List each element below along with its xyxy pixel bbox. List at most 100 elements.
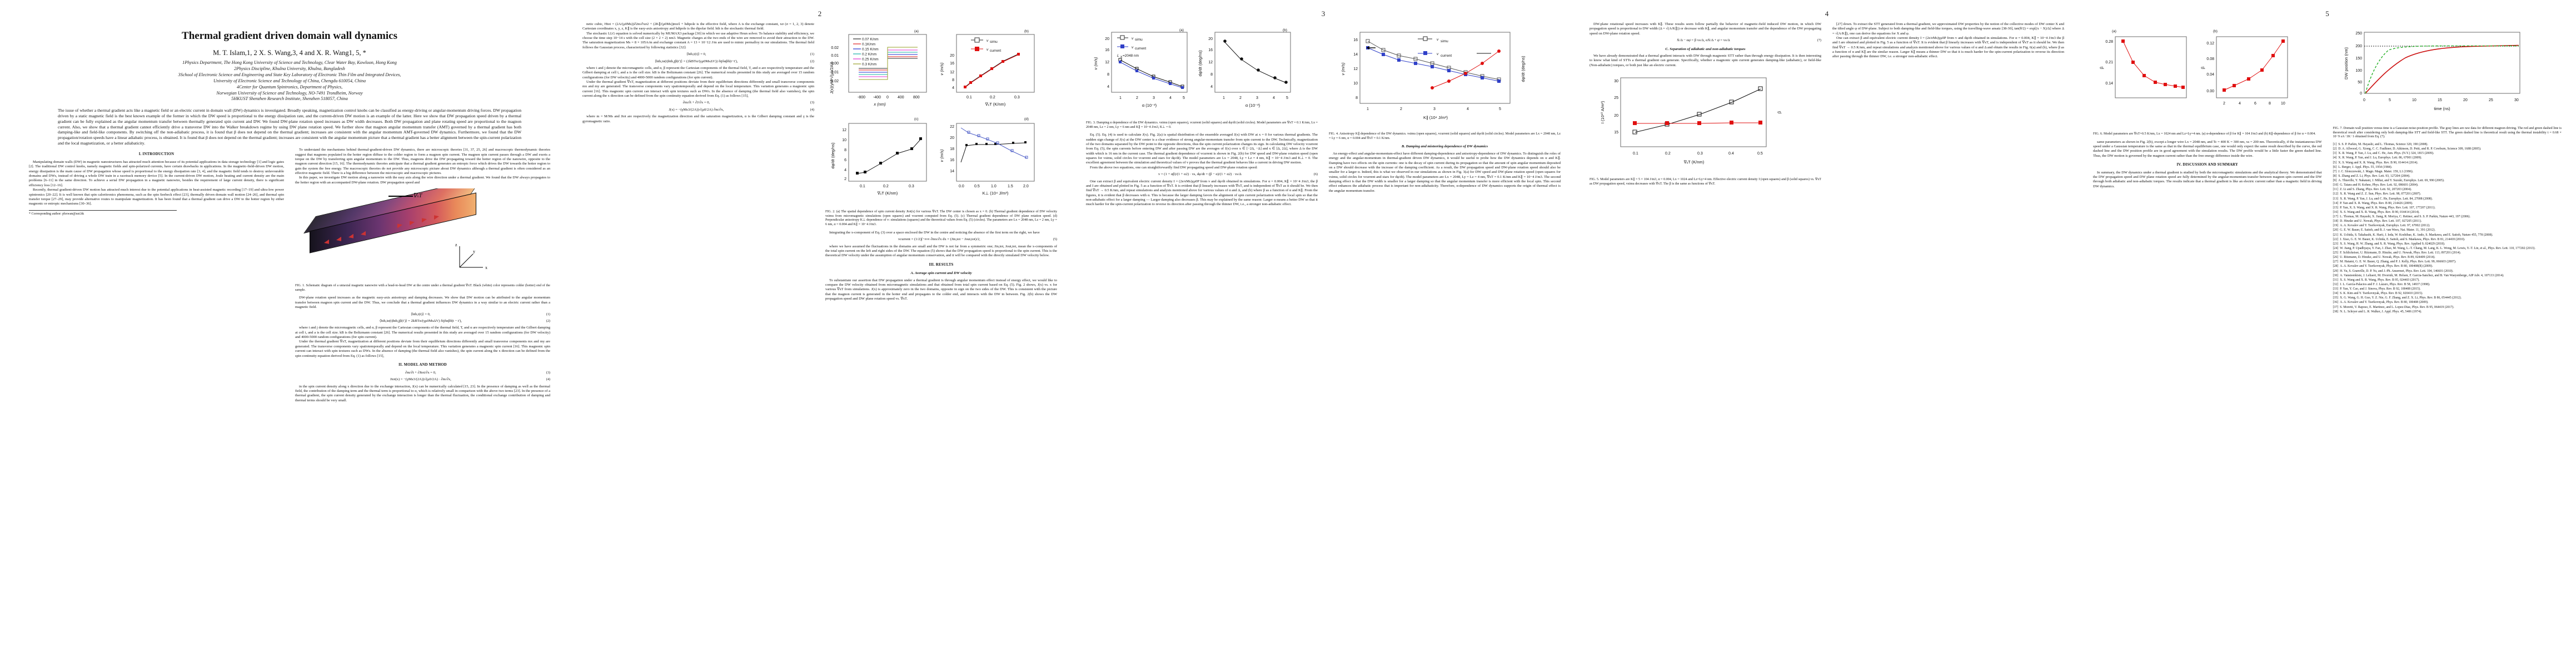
page-folio-2: 2 xyxy=(818,9,822,18)
svg-text:v (m/s): v (m/s) xyxy=(939,149,944,162)
svg-text:16: 16 xyxy=(1208,48,1213,52)
svg-text:20: 20 xyxy=(1208,37,1213,41)
reference-item: [28] A. A. Kovalev and Y. Tserkovnyak, Ph… xyxy=(2333,265,2433,268)
reference-item: [11] Z. Li and S. Zhang, Phys. Rev. Lett.… xyxy=(2333,188,2412,192)
paragraph: An energy-effect and angular-momentum-ef… xyxy=(1329,151,1561,193)
svg-text:20: 20 xyxy=(2463,98,2468,102)
figure-1-caption: FIG. 1. Schematic diagram of a uniaxial … xyxy=(295,284,550,292)
figure-2a-series xyxy=(859,47,918,80)
svg-text:0.2 K/nm: 0.2 K/nm xyxy=(862,53,876,57)
svg-text:4: 4 xyxy=(1273,96,1275,100)
equation-4: Jtot(x) = −(γMs3/(2A))√(μ0/2A) · ∂m/∂x, … xyxy=(295,377,550,382)
svg-text:250: 250 xyxy=(2355,32,2362,36)
svg-text:2: 2 xyxy=(1136,96,1138,100)
affiliation-1: 1Physics Department, The Hong Kong Unive… xyxy=(182,60,397,65)
equation-8: J(x) = −(γMs3/(2A))√(μ0/2A) ∂m/∂x, (4) xyxy=(582,108,814,112)
svg-text:v (m/s): v (m/s) xyxy=(939,62,944,75)
figure-5-svg: 30 25 20 15 0.1 0.2 0.3 0.4 0.5 ∇ₓT (K/nm) I … xyxy=(1600,77,1782,165)
figure-2-svg: (a) 0.07 K/nm 0.1K/nm 0.15 K/nm 0.2 K/nm… xyxy=(829,29,1035,196)
svg-text:0.2: 0.2 xyxy=(1665,152,1671,156)
equation-6-body: ⟨hth,iα(t)hth,jβ(t′)⟩ = (2kBTα/(γμ0MsΔV)… xyxy=(655,59,738,63)
svg-text:15: 15 xyxy=(2438,98,2442,102)
figure-2a-legend: 0.07 K/nm 0.1K/nm 0.15 K/nm 0.2 K/nm 0.2… xyxy=(853,38,879,67)
svg-text:x (nm): x (nm) xyxy=(873,102,886,107)
equation-10: v = (1 + αβ)/(1 + α2) · vs, dφ/dt = (β −… xyxy=(1086,172,1318,177)
svg-text:0.4: 0.4 xyxy=(1728,152,1734,156)
reference-item: [12] X. R. Wang and Z. Z. Sun, Phys. Rev.… xyxy=(2333,192,2421,196)
figure-6-svg: (a) 0.28 0.21 0.14 β (b) xyxy=(2099,29,2288,106)
svg-text:10: 10 xyxy=(1353,82,1358,86)
figure-2b-legend: v simu v current xyxy=(971,37,1001,53)
reference-item: [9] A. Thiaville, Y. Nakatani, J. Miltat,… xyxy=(2333,179,2445,183)
page-folio-1 xyxy=(26,8,554,20)
paragraph: To substantiate our assertion that DW pr… xyxy=(825,278,1057,301)
svg-text:β: β xyxy=(2200,66,2205,69)
equation-3-body: ∂m/∂t + ∂Jtot/∂x = 0, xyxy=(405,370,436,375)
thermal-gradient-arrow-label: ∇xT xyxy=(389,192,422,200)
svg-text:simu: simu xyxy=(1135,38,1143,42)
equation-1-body: ⟨hth,i(t)⟩ = 0, xyxy=(411,312,431,316)
equation-2-number: (2) xyxy=(546,318,550,323)
equation-11-number: (7) xyxy=(1817,38,1821,43)
svg-text:8: 8 xyxy=(1356,96,1358,100)
figure-4: v simu v current xyxy=(1329,24,1561,130)
section-heading-results: III. RESULTS xyxy=(929,262,954,267)
equation-6-number: (2) xyxy=(810,59,814,63)
svg-text:-800: -800 xyxy=(858,96,865,99)
reference-item: [15] P. Yan, X. S. Wang, and X. R. Wang, … xyxy=(2333,206,2436,210)
paragraph: Under the thermal gradient ∇xT, magnetiz… xyxy=(582,80,814,98)
equation-3-number: (3) xyxy=(546,370,550,375)
coordinate-axes: z x y xyxy=(454,242,493,276)
equation-10-body: v = (1 + αβ)/(1 + α2) · vs, dφ/dt = (β −… xyxy=(1158,172,1242,177)
svg-text:-0.01: -0.01 xyxy=(830,71,839,74)
reference-item: [14] P. Yan and X. R. Wang, Phys. Rev. B … xyxy=(2333,201,2413,205)
reference-item: [21] K. Uchida, S. Takahashi, K. Harii, J… xyxy=(2333,233,2493,237)
section-heading-model: II. MODEL AND METHOD xyxy=(398,362,447,367)
svg-text:0.3: 0.3 xyxy=(1697,152,1703,156)
svg-text:5: 5 xyxy=(2389,98,2391,102)
svg-text:v: v xyxy=(986,39,989,43)
svg-text:16: 16 xyxy=(950,158,954,162)
svg-text:0.00: 0.00 xyxy=(831,62,839,66)
page-title: Thermal gradient driven domain wall dyna… xyxy=(182,30,397,42)
svg-text:current: current xyxy=(1135,47,1146,51)
author-list: M. T. Islam,1, 2 X. S. Wang,3, 4 and X. … xyxy=(213,49,366,57)
equation-5-number: (1) xyxy=(810,52,814,57)
svg-text:8: 8 xyxy=(1107,73,1109,77)
affiliation-7: 5HKUST Shenzhen Research Institute, Shen… xyxy=(231,96,348,102)
page-2: 2 netic cubic, Htot = (2A/(μ0Ms))∂2m/∂xσ… xyxy=(568,0,1072,667)
svg-text:4: 4 xyxy=(1210,85,1213,89)
svg-text:8: 8 xyxy=(2269,102,2271,106)
figure-3-caption: FIG. 3. Damping α dependence of the DW d… xyxy=(1086,121,1318,129)
figure-2-panel-c-tag: (c) xyxy=(914,117,919,121)
svg-text:20: 20 xyxy=(1105,37,1109,41)
svg-text:3: 3 xyxy=(1256,96,1258,100)
figure-2-panel-a-tag: (a) xyxy=(914,29,919,33)
svg-text:4: 4 xyxy=(844,168,846,172)
svg-text:simu: simu xyxy=(1441,39,1448,43)
reference-item: [27] M. Hatami, G. E. W. Bauer, Q. Zhang,… xyxy=(2333,260,2457,264)
svg-text:2: 2 xyxy=(1400,107,1402,111)
equation-2-body: ⟨hth,iα(t)hth,jβ(t′)⟩ = 2kBTα/(γμ0MsΔV) … xyxy=(379,318,462,323)
svg-text:16: 16 xyxy=(950,62,954,66)
svg-text:12: 12 xyxy=(1208,61,1213,64)
paragraph: We have already demonstrated that a ther… xyxy=(1590,53,1821,67)
reference-item: [29] H. Yu, S. Granville, D. P. Yu, and J… xyxy=(2333,269,2454,273)
svg-text:β: β xyxy=(1777,111,1782,113)
svg-text:5: 5 xyxy=(1499,107,1501,111)
svg-text:0.2: 0.2 xyxy=(883,185,889,188)
svg-text:v: v xyxy=(1132,46,1134,49)
subsection-heading-b: B. Damping and misteering dependence of … xyxy=(1401,145,1488,149)
corresponding-author-footnote: * Corresponding author: phxwan@ust.hk xyxy=(29,210,177,217)
svg-text:10: 10 xyxy=(842,138,846,142)
svg-text:J(x)(γM³√(μ₀/2A)): J(x)(γM³√(μ₀/2A)) xyxy=(829,62,834,94)
svg-text:15: 15 xyxy=(1614,131,1618,135)
figure-4-caption: FIG. 4. Anisotropy K∥ dependence of the … xyxy=(1329,132,1561,140)
svg-text:v: v xyxy=(1437,38,1439,42)
reference-item: [16] X. S. Wang and X. R. Wang, Phys. Rev… xyxy=(2333,210,2420,214)
svg-text:z: z xyxy=(455,242,457,247)
svg-text:3: 3 xyxy=(1153,96,1155,100)
svg-text:2.0: 2.0 xyxy=(1023,185,1029,188)
